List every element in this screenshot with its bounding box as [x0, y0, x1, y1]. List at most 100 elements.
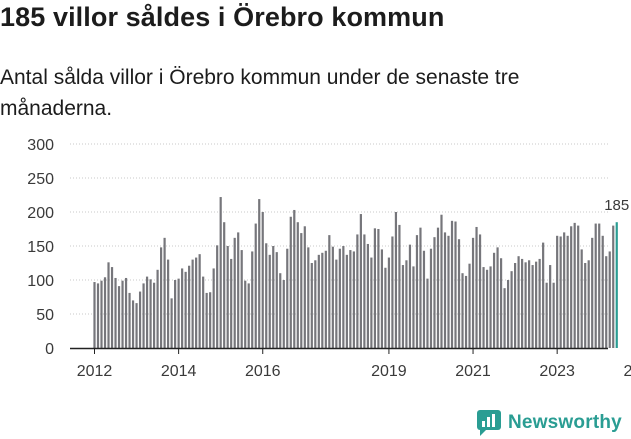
- bar: [577, 225, 580, 348]
- bar: [605, 256, 608, 348]
- bar: [401, 265, 405, 348]
- bar: [170, 298, 173, 348]
- bar: [152, 282, 156, 348]
- bar: [300, 233, 303, 348]
- y-tick-label: 50: [36, 307, 54, 324]
- bar: [492, 252, 496, 348]
- bar: [286, 248, 289, 348]
- bar: [412, 266, 415, 348]
- bar: [366, 243, 369, 348]
- bar: [103, 277, 107, 348]
- bar: [559, 236, 562, 348]
- bar: [433, 237, 436, 348]
- bar: [514, 263, 517, 348]
- bar-latest: [615, 222, 618, 348]
- bar: [149, 279, 152, 348]
- y-tick-label: 250: [27, 171, 54, 188]
- bar: [521, 258, 524, 348]
- bar: [485, 269, 489, 348]
- bar: [331, 246, 334, 348]
- y-axis-ticks: 0 50 100 150 200 250 300: [27, 137, 54, 358]
- x-tick-label: 2021: [455, 363, 491, 380]
- chart-subtitle: Antal sålda villor i Örebro kommun under…: [0, 66, 520, 120]
- bar: [584, 263, 587, 348]
- bar: [202, 276, 205, 348]
- bar: [503, 288, 506, 348]
- bar: [457, 239, 461, 348]
- bar: [142, 283, 145, 348]
- bar: [352, 251, 355, 348]
- bar: [114, 277, 117, 348]
- bar: [223, 222, 226, 348]
- newsworthy-logo-icon: [477, 410, 501, 436]
- bar: [475, 226, 478, 348]
- bar: [124, 277, 128, 348]
- bar: [394, 212, 398, 348]
- bar: [296, 222, 299, 348]
- bar: [535, 261, 538, 348]
- bar: [240, 250, 243, 348]
- bar: [440, 214, 443, 348]
- bar: [145, 276, 149, 348]
- bar: [251, 251, 254, 348]
- bar: [359, 214, 362, 348]
- bar: [398, 224, 401, 348]
- bar: [524, 262, 527, 348]
- bar: [131, 300, 135, 348]
- bar-series: [93, 197, 618, 348]
- y-tick-label: 150: [27, 239, 54, 256]
- bar: [471, 237, 475, 348]
- bar: [612, 225, 615, 348]
- bar: [531, 265, 534, 348]
- x-tick-label: 2023: [539, 363, 575, 380]
- bar: [549, 265, 552, 348]
- bar: [338, 248, 341, 348]
- x-tick-label: 2016: [245, 363, 281, 380]
- bar: [216, 245, 219, 348]
- bar: [426, 278, 429, 348]
- bar: [195, 257, 198, 348]
- bar: [349, 250, 352, 348]
- bar: [268, 254, 271, 348]
- bar: [591, 237, 594, 348]
- x-tick-label: 2025: [623, 363, 631, 380]
- bar: [310, 263, 313, 348]
- bar: [454, 221, 457, 348]
- bar: [160, 247, 163, 348]
- x-tick-label: 2014: [161, 363, 197, 380]
- bar: [324, 250, 327, 348]
- bar: [282, 280, 285, 348]
- bar: [436, 227, 440, 348]
- bar: [363, 234, 366, 348]
- bar: [321, 252, 324, 348]
- bar: [174, 280, 177, 348]
- bar: [163, 237, 166, 348]
- bar: [570, 226, 573, 348]
- bar: [542, 242, 545, 348]
- y-tick-label: 300: [27, 137, 54, 154]
- bar: [307, 247, 310, 348]
- bar: [209, 292, 212, 348]
- bar: [608, 251, 611, 348]
- bar: [496, 247, 499, 348]
- bar: [580, 249, 583, 348]
- bar: [117, 286, 121, 348]
- bar: [293, 209, 296, 348]
- brand-name: Newsworthy: [508, 412, 622, 433]
- bar: [272, 246, 275, 348]
- bar: [233, 237, 236, 348]
- bar: [244, 280, 247, 348]
- y-tick-label: 200: [27, 205, 54, 222]
- bar: [405, 260, 408, 348]
- bar: [138, 291, 142, 348]
- bar: [188, 265, 191, 348]
- bar: [342, 246, 345, 348]
- bar: [556, 235, 559, 348]
- bar: [93, 282, 96, 348]
- bar: [517, 256, 520, 348]
- bar: [387, 257, 391, 348]
- bar: [96, 283, 100, 348]
- bar: [422, 250, 426, 348]
- bar: [408, 244, 412, 348]
